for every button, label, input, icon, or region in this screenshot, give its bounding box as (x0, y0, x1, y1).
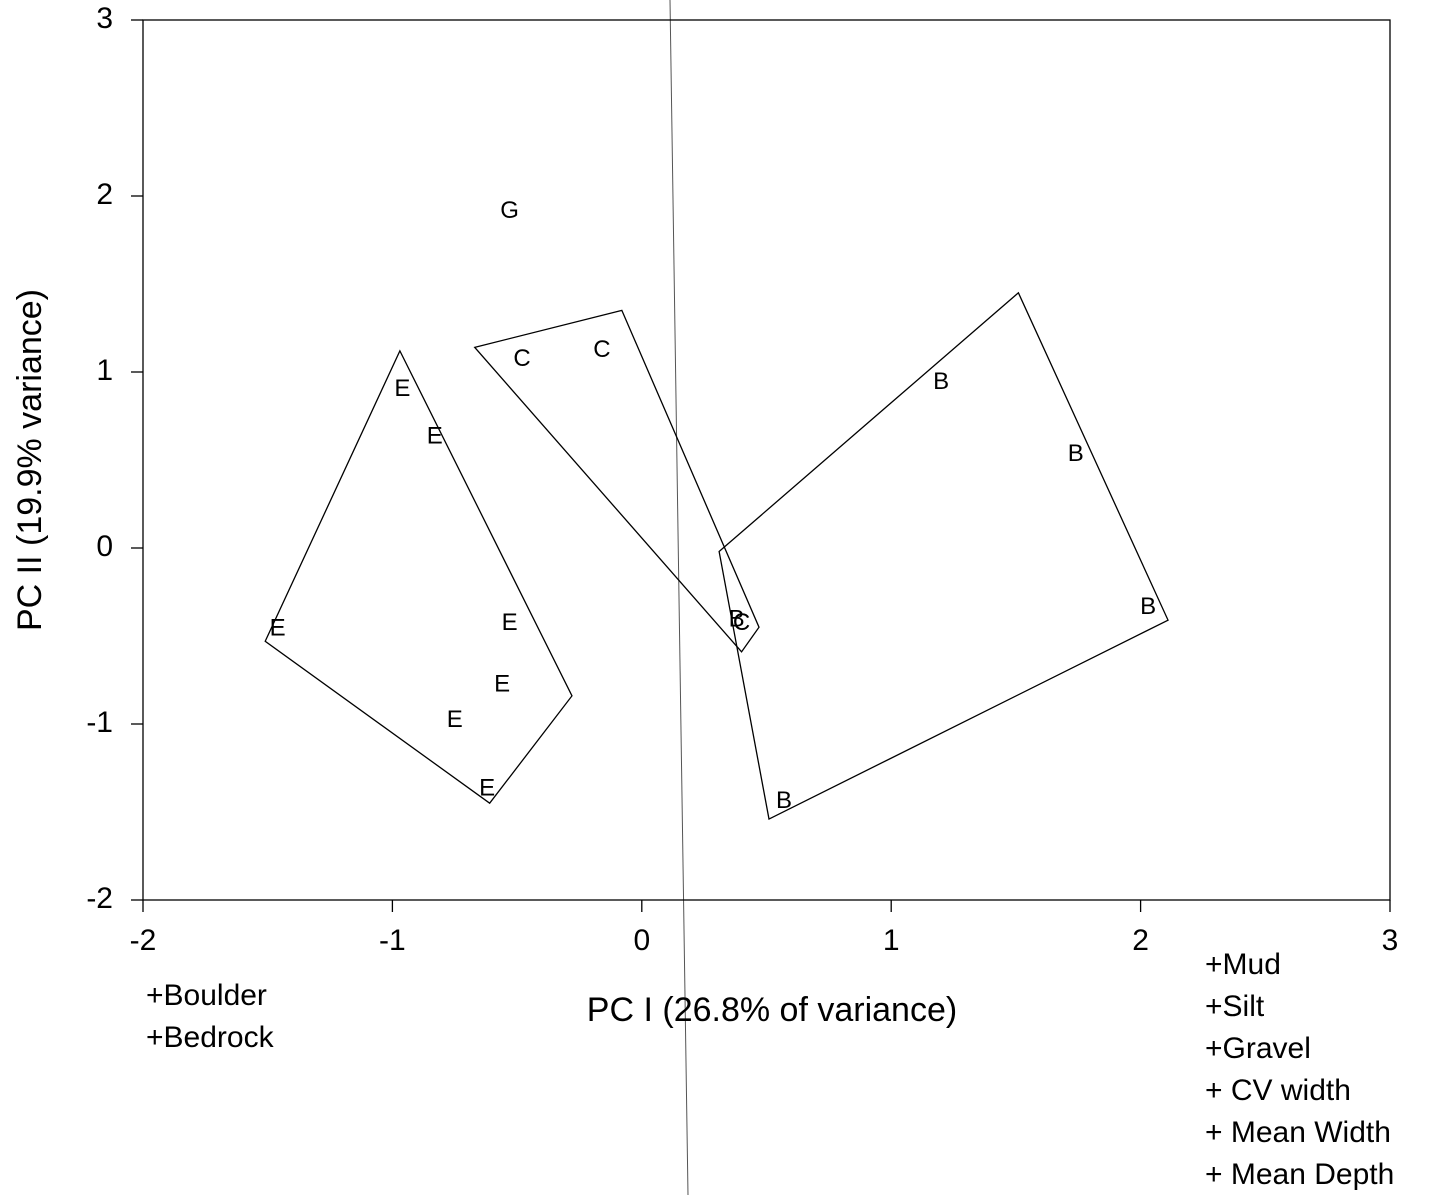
point-letter: B (1140, 593, 1156, 620)
annotation-right: + CV width (1205, 1074, 1351, 1107)
x-tick-label: -1 (379, 924, 406, 957)
point-letter: B (933, 368, 949, 395)
y-tick-label: 1 (96, 354, 113, 387)
y-tick-label: 2 (96, 178, 113, 211)
point-letter: B (729, 606, 745, 633)
y-tick-label: 3 (96, 2, 113, 35)
point-letter: E (502, 609, 518, 636)
annotation-right: +Mud (1205, 948, 1281, 981)
y-tick-label: -2 (86, 882, 113, 915)
point-letter: C (733, 609, 750, 636)
hull (264, 349, 573, 805)
y-tick-label: 0 (96, 530, 113, 563)
x-tick-label: 2 (1132, 924, 1149, 957)
annotation-left: +Bedrock (146, 1021, 275, 1054)
plot-frame (142, 19, 1391, 901)
x-tick-label: 1 (883, 924, 900, 957)
point-letter: B (776, 787, 792, 814)
point-letter: E (447, 706, 463, 733)
y-tick-label: -1 (86, 706, 113, 739)
point-letter: B (1068, 440, 1084, 467)
point-letter: G (500, 197, 519, 224)
point-letter: C (513, 345, 530, 372)
hull (718, 291, 1169, 821)
annotation-right: + Mean Width (1205, 1116, 1391, 1149)
annotation-left: +Boulder (146, 979, 267, 1012)
hull (473, 309, 760, 653)
point-letter: E (479, 774, 495, 801)
x-tick-label: 3 (1382, 924, 1399, 957)
point-letter: E (270, 614, 286, 641)
point-letter: C (593, 336, 610, 363)
annotation-right: +Silt (1205, 990, 1265, 1023)
annotation-right: + Mean Depth (1205, 1158, 1394, 1191)
y-axis-label: PC II (19.9% variance) (11, 289, 49, 631)
point-letter: E (394, 375, 410, 402)
x-axis-label: PC I (26.8% of variance) (587, 991, 957, 1029)
point-letter: E (427, 422, 443, 449)
annotation-right: +Gravel (1205, 1032, 1311, 1065)
x-tick-label: 0 (633, 924, 650, 957)
point-letter: E (494, 671, 510, 698)
x-tick-label: -2 (130, 924, 157, 957)
scan-crease (669, 0, 689, 1195)
